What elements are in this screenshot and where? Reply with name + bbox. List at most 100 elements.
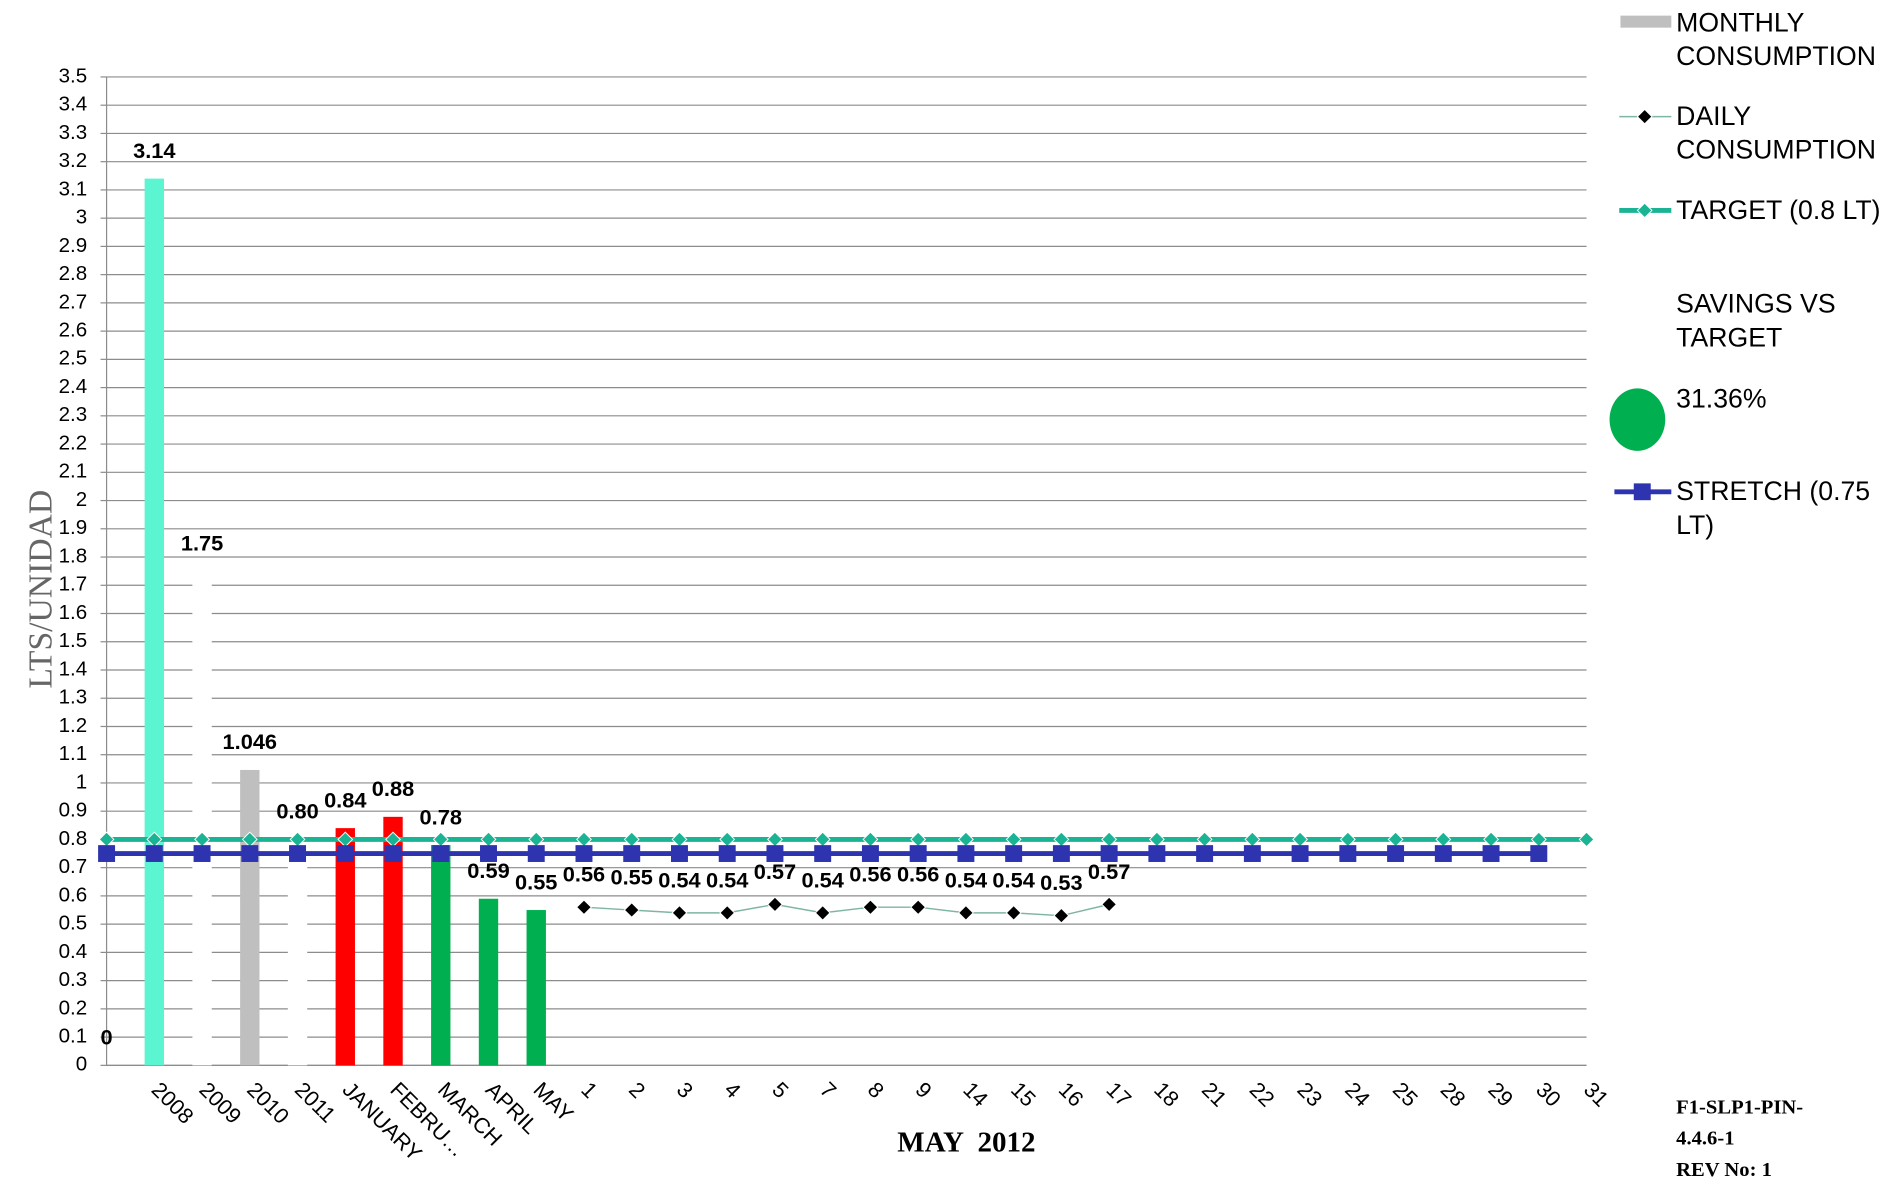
y-tick-label: 1	[76, 770, 87, 793]
x-tick-label: 1	[576, 1077, 602, 1103]
line-marker	[384, 845, 402, 862]
y-tick-label: 2.9	[59, 234, 88, 257]
x-tick-label: 8	[863, 1077, 889, 1103]
savings-marker	[1609, 388, 1666, 451]
x-tick-label: 5	[767, 1077, 793, 1103]
y-tick-label: 0.1	[59, 1025, 88, 1048]
x-tick-label: 29	[1483, 1077, 1518, 1112]
line-marker	[1196, 831, 1213, 848]
data-label: 0.56	[563, 862, 605, 887]
x-axis-title: MAY 2012	[897, 1126, 1035, 1158]
line-marker	[576, 899, 592, 916]
line-marker	[957, 904, 974, 921]
line-marker	[671, 831, 688, 848]
line-marker	[1387, 831, 1404, 848]
line-marker	[1633, 483, 1651, 501]
line-marker	[1339, 845, 1357, 862]
line-marker	[1053, 831, 1070, 848]
y-tick-label: 0.2	[59, 996, 88, 1019]
line-marker	[623, 902, 640, 918]
data-label: 0.57	[754, 859, 796, 884]
y-tick-label: 1.4	[59, 657, 88, 680]
line-marker	[336, 845, 354, 862]
data-label: 0.88	[372, 776, 414, 801]
line-marker	[1053, 907, 1070, 924]
x-tick-label: 2011	[290, 1077, 341, 1128]
line-marker	[1101, 896, 1118, 913]
y-tick-label: 0.7	[59, 855, 88, 878]
y-tick-label: 2.7	[59, 290, 88, 313]
line-marker	[1148, 831, 1165, 848]
savings-label: SAVINGS VS TARGET	[1676, 288, 1836, 353]
data-label: 1.75	[181, 530, 223, 555]
x-tick-label: 14	[958, 1077, 993, 1112]
y-tick-label: 0.8	[59, 827, 88, 850]
x-tick-label: 18	[1149, 1077, 1184, 1112]
x-tick-label: 25	[1388, 1077, 1423, 1112]
line-marker	[766, 831, 783, 848]
line-marker	[193, 845, 211, 862]
data-label: 0.54	[658, 867, 700, 892]
legend-label: DAILY CONSUMPTION	[1676, 101, 1876, 165]
savings-value: 31.36%	[1676, 383, 1767, 414]
y-tick-label: 2.1	[59, 460, 88, 483]
line-marker	[576, 831, 592, 848]
data-label: 0.55	[515, 869, 557, 894]
line-marker	[98, 831, 115, 848]
x-tick-label: 23	[1292, 1077, 1327, 1112]
line-marker	[1530, 831, 1547, 848]
line-marker	[814, 904, 831, 921]
x-tick-label: 21	[1197, 1077, 1232, 1112]
data-label: 0.80	[276, 799, 318, 824]
line-marker	[1101, 831, 1118, 848]
legend-label: MONTHLY CONSUMPTION	[1676, 7, 1876, 71]
line-marker	[910, 831, 927, 848]
line-marker	[480, 845, 497, 862]
line-marker	[432, 831, 449, 848]
x-tick-label: 28	[1436, 1077, 1471, 1112]
line-marker	[1005, 904, 1022, 921]
bar	[192, 571, 212, 1066]
line-marker	[862, 899, 879, 916]
y-tick-label: 0.4	[59, 940, 88, 963]
x-tick-label: 3	[672, 1077, 698, 1103]
y-tick-label: 3.4	[59, 93, 88, 116]
data-label: 0.55	[611, 865, 653, 890]
data-label: 0.78	[420, 804, 462, 829]
x-tick-label: 16	[1054, 1077, 1089, 1112]
line-marker	[1483, 831, 1500, 848]
y-tick-label: 1.6	[59, 601, 88, 624]
data-label: 0.54	[706, 867, 748, 892]
bar	[478, 898, 499, 1066]
y-tick-label: 2.5	[59, 347, 88, 370]
line-marker	[719, 904, 736, 921]
data-label: 0.59	[467, 858, 509, 883]
line-marker	[1435, 831, 1452, 848]
line-marker	[527, 845, 545, 862]
y-tick-label: 1.8	[59, 545, 88, 568]
x-tick-label: 22	[1245, 1077, 1280, 1112]
bar	[335, 828, 355, 1066]
line-marker	[957, 831, 974, 848]
data-label: 0.54	[801, 867, 843, 892]
line-marker	[1434, 845, 1452, 862]
y-tick-label: 2.2	[59, 432, 88, 455]
x-tick-label: 30	[1531, 1077, 1566, 1112]
legend-label: TARGET (0.8 LT)	[1676, 194, 1881, 225]
y-tick-label: 2.3	[59, 403, 88, 426]
x-tick-label: 7	[815, 1077, 841, 1103]
x-tick-label: 2010	[242, 1077, 294, 1129]
line-marker	[671, 904, 688, 921]
legend-label: STRETCH (0.75 LT)	[1676, 476, 1871, 540]
bar	[383, 816, 403, 1066]
line-marker	[814, 831, 831, 848]
line-marker	[1005, 845, 1023, 862]
data-label: 0.57	[1088, 859, 1130, 884]
y-tick-label: 1.1	[59, 742, 88, 765]
footer-revision: REV No: 1	[1676, 1157, 1772, 1181]
y-tick-label: 3.3	[59, 121, 88, 144]
line-marker	[1636, 108, 1653, 125]
y-tick-label: 1.2	[59, 714, 88, 737]
